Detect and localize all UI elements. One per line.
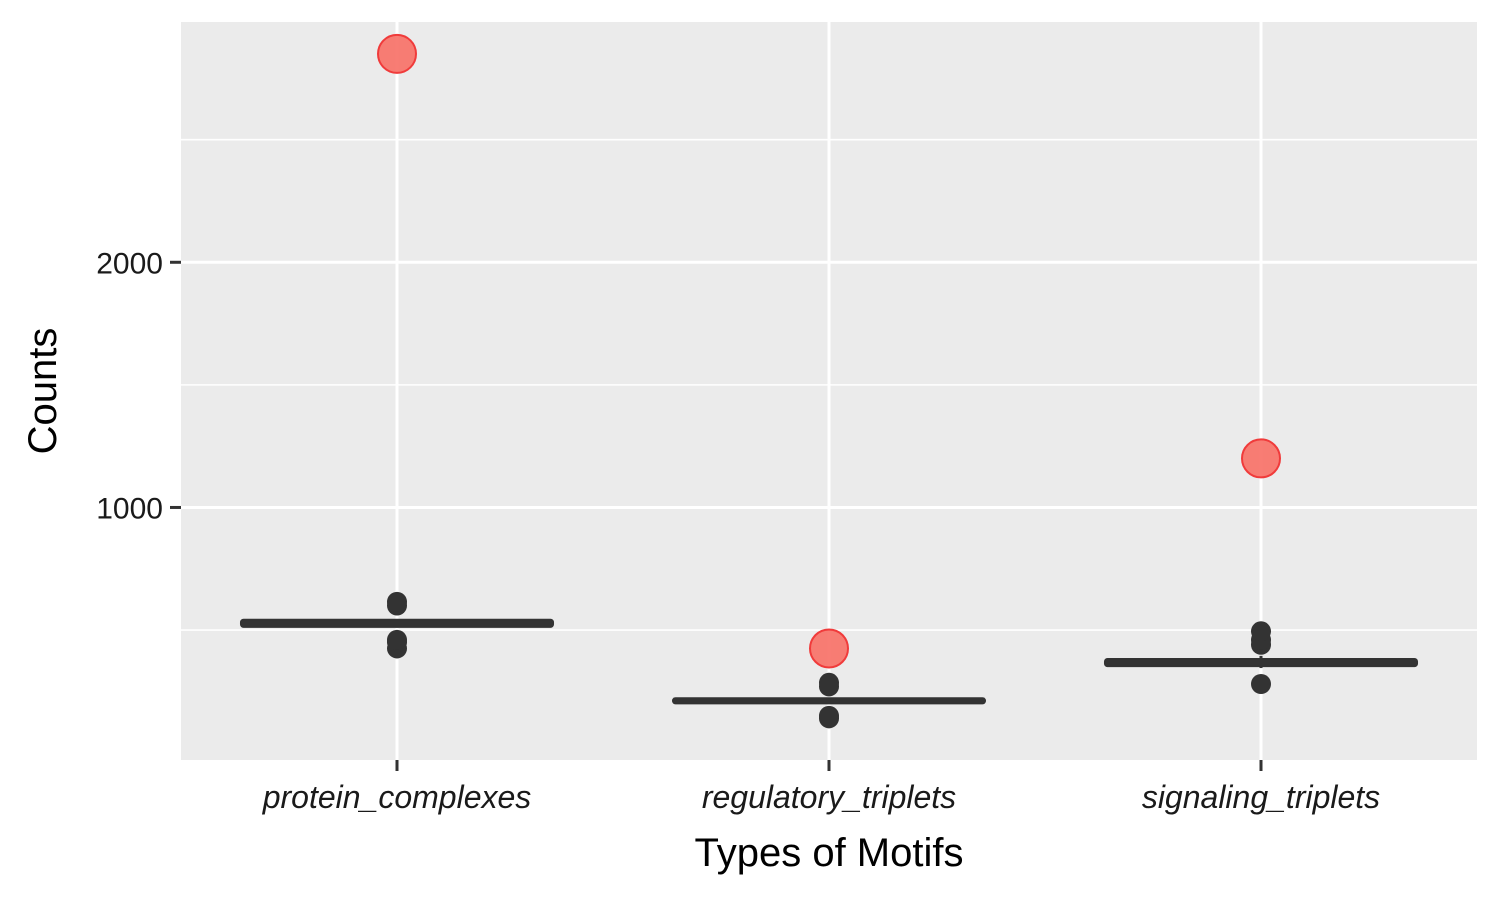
outlier-point (1251, 621, 1271, 642)
x-tick-label: protein_complexes (262, 779, 532, 815)
highlight-points (377, 33, 1281, 669)
highlight-point (809, 628, 849, 669)
boxes (239, 618, 1419, 705)
highlight-point (377, 33, 417, 74)
outlier-point (1251, 673, 1271, 694)
outlier-point (387, 629, 407, 650)
highlight-point (1241, 438, 1281, 479)
x-tick-label: signaling_triplets (1142, 779, 1380, 815)
axes: 1000 2000 protein_complexes regulatory_trip… (96, 247, 1380, 815)
y-axis-title: Counts (21, 328, 65, 455)
y-tick-label: 2000 (96, 247, 163, 280)
y-tick-label: 1000 (96, 492, 163, 525)
x-axis-title: Types of Motifs (695, 831, 964, 875)
outlier-point (387, 591, 407, 612)
outlier-point (819, 672, 839, 693)
x-tick-label: regulatory_triplets (702, 779, 956, 815)
outliers (387, 591, 1271, 729)
outlier-point (819, 705, 839, 726)
